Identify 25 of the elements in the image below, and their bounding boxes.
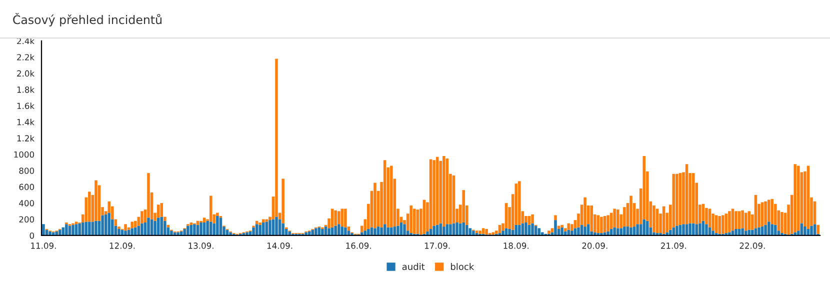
y-tick-label: 1.4k — [17, 118, 35, 126]
y-tick-label: 1.8k — [17, 86, 35, 93]
x-tick-label: 14.09. — [267, 242, 292, 249]
y-tick-label: 1000 — [14, 151, 34, 158]
x-tick-label: 13.09. — [188, 242, 214, 249]
x-tick-label: 11.09. — [31, 242, 56, 249]
legend-label: block — [450, 263, 474, 270]
legend-label: audit — [402, 263, 425, 270]
y-tick-label: 200 — [19, 216, 34, 223]
x-tick-label: 18.09. — [504, 242, 528, 249]
x-tick-label: 22.09. — [740, 242, 765, 249]
x-tick-label: 12.09. — [110, 242, 135, 249]
y-tick-label: 1.2k — [17, 135, 35, 142]
y-tick-label: 2.2k — [17, 54, 35, 60]
x-tick-label: 17.09. — [424, 242, 450, 249]
x-tick-label: 21.09. — [661, 242, 686, 249]
chart-title: Časový přehled incidentů — [13, 13, 162, 26]
y-tick-label: 600 — [19, 184, 34, 190]
x-tick-label: 20.09. — [582, 242, 608, 249]
y-tick-label: 1.6k — [17, 102, 35, 110]
y-tick-label: 0 — [30, 232, 34, 239]
y-tick-label: 800 — [19, 168, 34, 174]
y-tick-label: 2.0k — [17, 70, 35, 77]
y-tick-label: 400 — [19, 200, 34, 206]
x-tick-label: 16.09. — [346, 242, 371, 249]
